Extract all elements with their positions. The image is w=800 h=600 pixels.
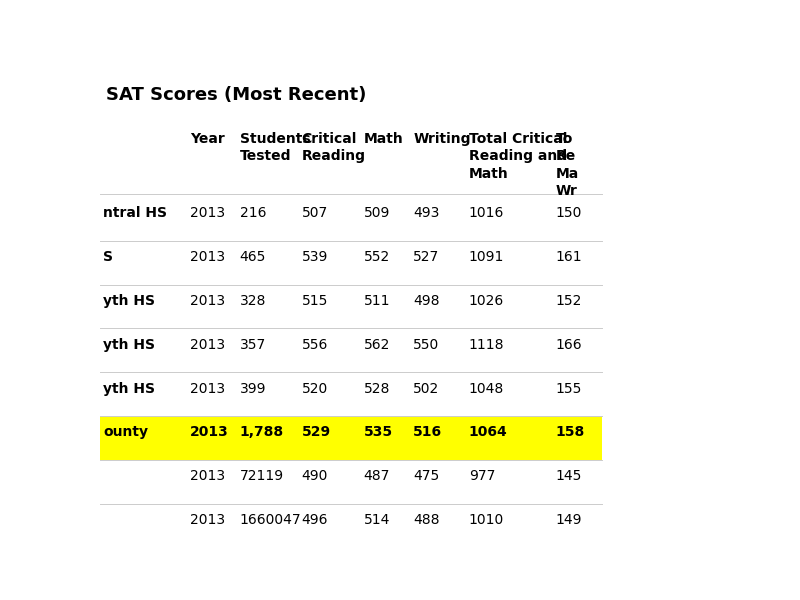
Text: 488: 488: [413, 513, 440, 527]
Text: Total Critical
Reading and
Math: Total Critical Reading and Math: [469, 132, 567, 181]
Text: 2013: 2013: [190, 206, 225, 220]
Bar: [100, 416, 602, 460]
Text: SAT Scores (Most Recent): SAT Scores (Most Recent): [106, 86, 366, 104]
Text: 1010: 1010: [469, 513, 504, 527]
Text: 496: 496: [302, 513, 328, 527]
Text: 1660047: 1660047: [239, 513, 301, 527]
Text: 539: 539: [302, 250, 328, 264]
Text: 516: 516: [413, 425, 442, 439]
Text: 152: 152: [556, 294, 582, 308]
Text: 2013: 2013: [190, 469, 225, 484]
Text: 72119: 72119: [239, 469, 284, 484]
Text: Year: Year: [190, 132, 225, 146]
Text: 1016: 1016: [469, 206, 504, 220]
Text: 535: 535: [363, 425, 393, 439]
Text: 490: 490: [302, 469, 328, 484]
Text: Writing: Writing: [413, 132, 470, 146]
Text: 150: 150: [556, 206, 582, 220]
Text: 328: 328: [239, 294, 266, 308]
Text: 166: 166: [556, 338, 582, 352]
Text: 977: 977: [469, 469, 495, 484]
Text: 507: 507: [302, 206, 328, 220]
Text: Math: Math: [363, 132, 403, 146]
Text: 1026: 1026: [469, 294, 504, 308]
Text: 161: 161: [556, 250, 582, 264]
Text: 2013: 2013: [190, 425, 229, 439]
Text: To
Re
Ma
Wr: To Re Ma Wr: [556, 132, 579, 198]
Text: yth HS: yth HS: [103, 338, 155, 352]
Text: 493: 493: [413, 206, 439, 220]
Text: 149: 149: [556, 513, 582, 527]
Text: 498: 498: [413, 294, 440, 308]
Text: 1091: 1091: [469, 250, 504, 264]
Text: 529: 529: [302, 425, 330, 439]
Text: 475: 475: [413, 469, 439, 484]
Text: Students
Tested: Students Tested: [239, 132, 310, 163]
Text: 155: 155: [556, 382, 582, 395]
Text: 1048: 1048: [469, 382, 504, 395]
Text: 527: 527: [413, 250, 439, 264]
Text: 509: 509: [363, 206, 390, 220]
Text: Critical
Reading: Critical Reading: [302, 132, 366, 163]
Text: 2013: 2013: [190, 294, 225, 308]
Text: 550: 550: [413, 338, 439, 352]
Text: S: S: [103, 250, 113, 264]
Text: 399: 399: [239, 382, 266, 395]
Text: 2013: 2013: [190, 513, 225, 527]
Text: 520: 520: [302, 382, 328, 395]
Text: 465: 465: [239, 250, 266, 264]
Text: 511: 511: [363, 294, 390, 308]
Text: 158: 158: [556, 425, 585, 439]
Text: 515: 515: [302, 294, 328, 308]
Text: 216: 216: [239, 206, 266, 220]
Text: yth HS: yth HS: [103, 382, 155, 395]
Text: 2013: 2013: [190, 382, 225, 395]
Text: 528: 528: [363, 382, 390, 395]
Text: 2013: 2013: [190, 338, 225, 352]
Text: 514: 514: [363, 513, 390, 527]
Text: 1,788: 1,788: [239, 425, 284, 439]
Text: 1064: 1064: [469, 425, 508, 439]
Text: ounty: ounty: [103, 425, 148, 439]
Text: 487: 487: [363, 469, 390, 484]
Text: 357: 357: [239, 338, 266, 352]
Text: 502: 502: [413, 382, 439, 395]
Text: 1118: 1118: [469, 338, 504, 352]
Text: 2013: 2013: [190, 250, 225, 264]
Text: ntral HS: ntral HS: [103, 206, 167, 220]
Text: 145: 145: [556, 469, 582, 484]
Text: 562: 562: [363, 338, 390, 352]
Text: 552: 552: [363, 250, 390, 264]
Text: 556: 556: [302, 338, 328, 352]
Text: yth HS: yth HS: [103, 294, 155, 308]
